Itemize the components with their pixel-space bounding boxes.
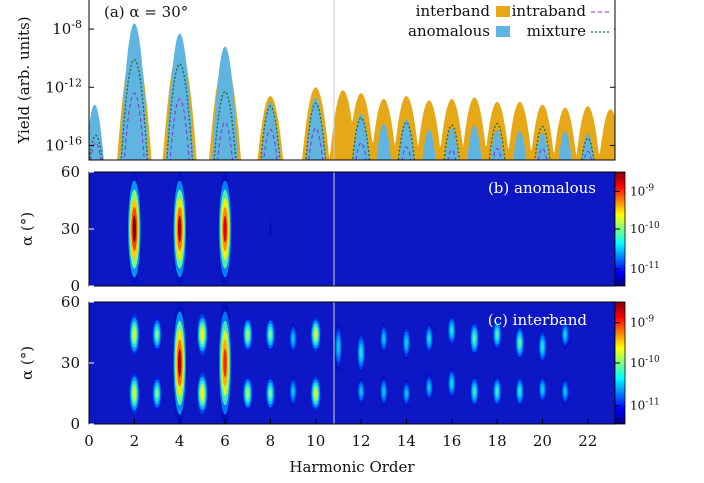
c-blob-31-ring-5 [518,337,522,348]
panel-b-ylabel: α (°) [18,212,36,246]
c-blob-4-ring-5 [177,348,182,378]
legend-label-intraband: intraband [512,2,587,20]
panel-a-ytick-label-2: 10-16 [45,134,82,154]
xtick-label-4: 8 [266,432,276,450]
c-blob-3-ring-5 [155,388,159,399]
c-blob-20-ring-5 [382,387,385,396]
panel-a-ytick-label-1: 10-12 [45,76,82,96]
c-blob-16-ring-5 [337,340,340,354]
panel-c-heatmap [129,302,570,424]
panel-c-x-ticks: 0 2 4 6 8 10 12 14 16 18 20 22 [84,419,597,450]
c-blob-14-ring-5 [314,329,318,340]
panel-a-title-group: (a) α = 30° [96,0,232,21]
panel-c-y-ticks: 0 30 60 [61,293,94,433]
b-blob-2-ring-5 [223,215,227,243]
panel-b: (b) anomalous 0 30 60 α (°) 10-9 10-10 10-11 [18,163,660,295]
anomalous-area [89,23,615,160]
c-blob-1-ring-5 [132,387,136,400]
panel-a: 10-8 10-12 10-16 Yield (arb. units) (a) α … [15,0,616,161]
c-blob-24-ring-5 [427,383,431,392]
c-blob-18-ring-5 [359,387,363,396]
b-blob-3-ring-5 [269,220,272,238]
panel-b-heatmap [126,172,272,286]
c-blob-10-ring-5 [268,329,272,340]
panel-b-y-ticks: 0 30 60 [61,163,94,295]
xtick-label-1: 2 [130,432,140,450]
c-blob-9-ring-5 [246,388,250,399]
legend-swatch-interband [496,6,510,17]
c-cbtick-label-1: 10-10 [630,355,660,370]
xtick-label-3: 6 [220,432,230,450]
c-blob-8-ring-5 [246,329,250,340]
xtick-label-10: 20 [533,432,552,450]
c-blob-2-ring-5 [155,329,159,340]
c-blob-13-ring-5 [291,387,295,396]
x-axis-label: Harmonic Order [289,458,415,476]
c-blob-23-ring-5 [427,334,431,343]
c-blob-32-ring-5 [518,387,522,396]
c-blob-12-ring-5 [291,334,295,343]
legend: interband intraband anomalous mixture [336,0,614,42]
c-blob-30-ring-5 [495,387,499,396]
panel-c-ylabel: α (°) [18,346,36,380]
c-ytick-label-1: 30 [61,354,80,372]
panel-a-title: (a) α = 30° [104,3,188,21]
c-blob-36-ring-5 [563,387,567,396]
b-blob-0-ring-5 [132,215,137,243]
c-blob-6-ring-5 [200,387,204,400]
b-ytick-label-2: 60 [61,163,80,181]
b-blob-1-ring-5 [177,215,182,243]
c-blob-25-ring-5 [450,326,454,335]
legend-swatch-anomalous [496,26,510,37]
c-blob-26-ring-5 [450,379,454,388]
panel-c-title: (c) interband [488,311,588,329]
c-blob-11-ring-5 [268,388,272,399]
panel-b-title: (b) anomalous [488,179,596,197]
c-blob-0-ring-5 [132,328,136,341]
intraband-line [90,92,592,160]
b-cbtick-label-2: 10-11 [630,261,660,276]
xtick-label-2: 4 [175,432,185,450]
xtick-label-11: 22 [578,432,597,450]
c-blob-7-ring-5 [223,348,227,378]
c-blob-17-ring-5 [359,347,363,359]
c-ytick-label-0: 0 [70,415,80,433]
legend-label-interband: interband [416,2,491,20]
c-blob-19-ring-5 [382,334,385,343]
c-blob-22-ring-5 [405,389,408,398]
xtick-label-9: 18 [488,432,507,450]
xtick-label-6: 12 [352,432,371,450]
panel-b-colorbar-ticks: 10-9 10-10 10-11 [615,183,660,276]
c-blob-33-ring-5 [541,342,544,352]
b-cbtick-label-0: 10-9 [630,183,654,198]
panel-a-ylabel: Yield (arb. units) [15,16,33,144]
c-ytick-label-2: 60 [61,293,80,311]
panel-a-y-ticks: 10-8 10-12 10-16 [45,18,615,154]
c-cbtick-label-0: 10-9 [630,315,654,330]
c-blob-15-ring-5 [314,388,318,399]
c-blob-21-ring-5 [405,337,408,348]
panel-a-ytick-label-0: 10-8 [52,18,82,38]
b-cbtick-label-1: 10-10 [630,221,660,236]
c-blob-35-ring-5 [563,330,567,339]
c-blob-28-ring-5 [473,387,476,396]
c-blob-34-ring-5 [541,385,544,394]
xtick-label-8: 16 [442,432,461,450]
c-blob-27-ring-5 [473,333,476,344]
b-ytick-label-1: 30 [61,220,80,238]
mixture-line [89,58,595,160]
xtick-label-7: 14 [397,432,416,450]
c-blob-29-ring-5 [495,330,499,339]
c-cbtick-label-2: 10-11 [630,398,660,413]
xtick-label-5: 10 [306,432,325,450]
b-ytick-label-0: 0 [70,277,80,295]
legend-label-mixture: mixture [527,22,586,40]
xtick-label-0: 0 [84,432,94,450]
panel-a-frame [88,0,616,161]
c-blob-5-ring-5 [200,328,204,341]
legend-label-anomalous: anomalous [408,22,490,40]
